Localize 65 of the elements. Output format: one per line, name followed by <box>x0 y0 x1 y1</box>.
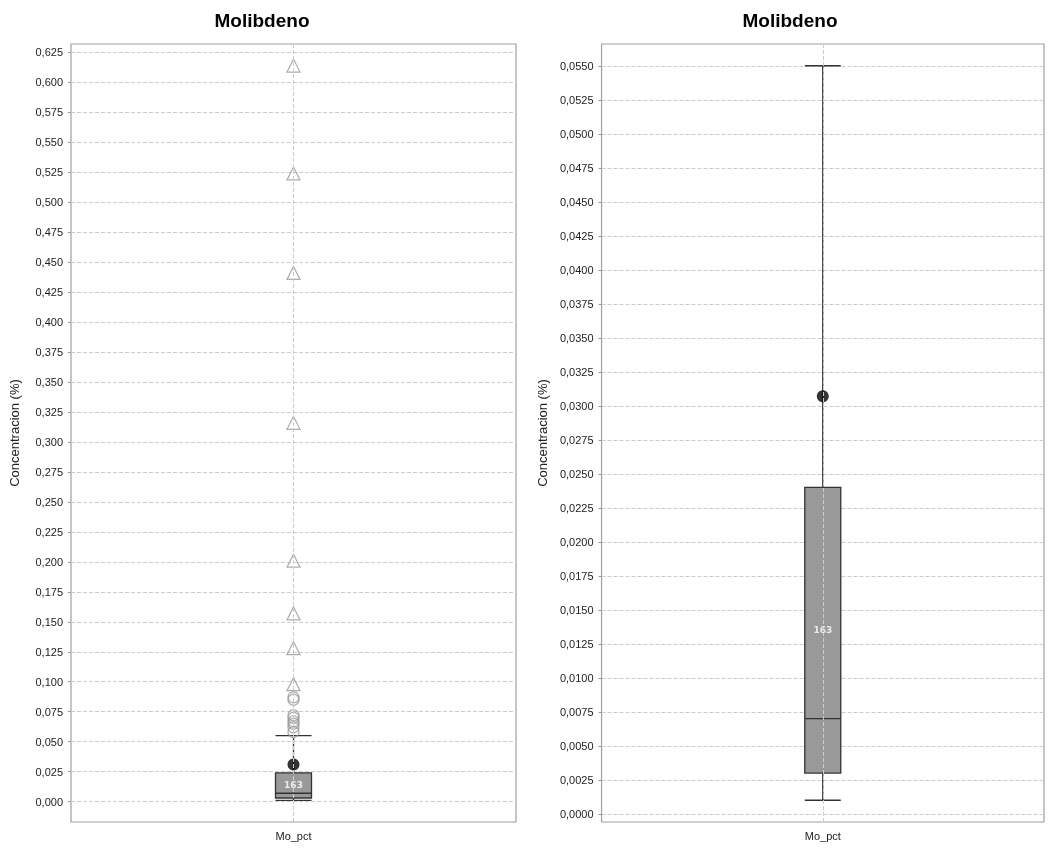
y-axis-title: Concentracion (%) <box>7 379 22 487</box>
annotation: 163 <box>284 780 303 791</box>
y-tick-label: 0,0250 <box>559 467 594 480</box>
y-tick-label: 0,0200 <box>559 535 594 548</box>
point <box>286 58 301 73</box>
y-tick-label: 0,0350 <box>559 331 594 344</box>
y-tick-label: 0,475 <box>35 226 63 239</box>
y-tick-label: 0,100 <box>35 675 63 688</box>
y-tick-label: 0,0225 <box>559 501 594 514</box>
y-tick-label: 0,300 <box>35 435 63 448</box>
y-axis-title: Concentracion (%) <box>535 379 550 487</box>
point <box>286 166 301 181</box>
point <box>286 553 301 568</box>
point <box>286 606 301 621</box>
y-tick-label: 0,0500 <box>559 127 594 140</box>
y-tick-label: 0,025 <box>35 765 63 778</box>
chart-title: Molibdeno <box>742 10 838 31</box>
y-tick-label: 0,0550 <box>559 59 594 72</box>
y-tick-label: 0,575 <box>35 106 63 119</box>
x-tick-label: Mo_pct <box>804 829 841 842</box>
y-tick-label: 0,425 <box>35 286 63 299</box>
y-tick-label: 0,0325 <box>559 365 594 378</box>
y-tick-label: 0,550 <box>35 136 63 149</box>
y-tick-label: 0,275 <box>35 465 63 478</box>
y-tick-label: 0,0175 <box>559 569 594 582</box>
chart-title: Molibdeno <box>214 10 310 31</box>
y-tick-label: 0,500 <box>35 196 63 209</box>
y-tick-label: 0,175 <box>35 585 63 598</box>
y-tick-label: 0,0275 <box>559 433 594 446</box>
y-tick-label: 0,400 <box>35 316 63 329</box>
y-tick-label: 0,350 <box>35 376 63 389</box>
y-tick-label: 0,0525 <box>559 93 594 106</box>
y-tick-label: 0,0075 <box>559 705 594 718</box>
y-tick-label: 0,0025 <box>559 773 594 786</box>
y-tick-label: 0,0150 <box>559 603 594 616</box>
y-tick-label: 0,0475 <box>559 161 594 174</box>
y-tick-label: 0,450 <box>35 256 63 269</box>
point <box>286 265 301 281</box>
y-tick-label: 0,075 <box>35 705 63 718</box>
y-tick-label: 0,625 <box>35 46 63 59</box>
y-tick-label: 0,0100 <box>559 671 594 684</box>
y-tick-label: 0,525 <box>35 166 63 179</box>
y-tick-label: 0,000 <box>35 795 63 808</box>
y-tick-label: 0,325 <box>35 406 63 419</box>
y-tick-label: 0,250 <box>35 495 63 508</box>
y-tick-label: 0,125 <box>35 645 63 658</box>
point <box>286 641 301 656</box>
point <box>286 415 301 430</box>
annotation: 163 <box>813 625 833 636</box>
y-tick-label: 0,150 <box>35 615 63 628</box>
x-tick-label: Mo_pct <box>275 829 312 842</box>
y-tick-label: 0,600 <box>35 76 63 89</box>
y-tick-label: 0,0400 <box>559 263 594 276</box>
point <box>286 677 301 692</box>
y-tick-label: 0,0300 <box>559 399 594 412</box>
y-tick-label: 0,0050 <box>559 739 594 752</box>
y-tick-label: 0,225 <box>35 525 63 538</box>
y-tick-label: 0,0425 <box>559 229 594 242</box>
y-tick-label: 0,0000 <box>559 807 594 820</box>
y-tick-label: 0,0125 <box>559 637 594 650</box>
y-tick-label: 0,050 <box>35 735 63 748</box>
y-tick-label: 0,200 <box>35 555 63 568</box>
y-tick-label: 0,0375 <box>559 297 594 310</box>
y-tick-label: 0,375 <box>35 346 63 359</box>
y-tick-label: 0,0450 <box>559 195 594 208</box>
